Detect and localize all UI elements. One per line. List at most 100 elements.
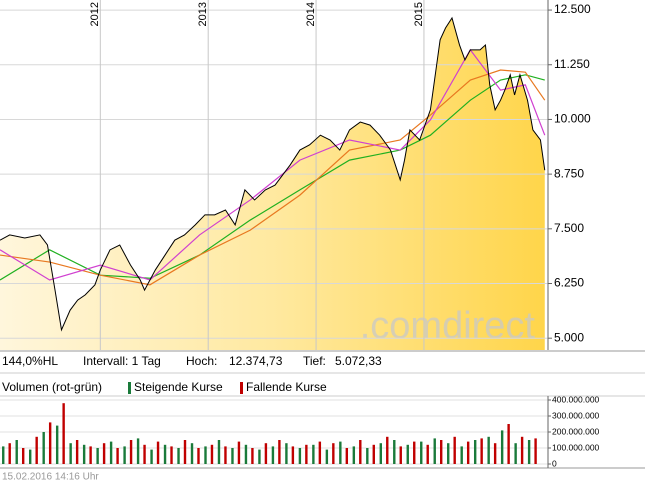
volume-bar <box>29 449 32 464</box>
volume-bar <box>298 448 302 464</box>
x-tick-label: 2012 <box>89 2 101 26</box>
volume-bar <box>386 436 389 464</box>
volume-bar <box>466 441 470 464</box>
x-tick-label: 2015 <box>413 2 425 26</box>
volume-bar <box>345 448 349 464</box>
volume-bar <box>447 443 450 464</box>
volume-title: Volumen (rot-grün) <box>2 380 102 394</box>
volume-bar <box>150 449 153 464</box>
volume-bar <box>224 446 227 464</box>
volume-bar <box>393 440 396 464</box>
volume-bar <box>8 443 11 464</box>
volume-bar <box>399 446 402 464</box>
info-text: Intervall: 1 Tag <box>83 354 161 368</box>
volume-bar <box>190 443 194 464</box>
volume-bar <box>116 448 119 464</box>
volume-bar <box>359 440 362 464</box>
x-tick-label: 2014 <box>305 2 317 26</box>
volume-bar <box>278 440 281 464</box>
y-tick-label: 11.250 <box>554 57 590 71</box>
volume-bar <box>352 446 356 464</box>
series-line <box>0 48 546 281</box>
volume-bar <box>48 422 52 464</box>
y-tick-label: 0 <box>552 458 557 468</box>
volume-bar <box>89 446 92 464</box>
volume-bar <box>55 425 59 464</box>
volume-bar <box>420 441 423 464</box>
volume-bar <box>69 443 72 464</box>
volume-bar <box>251 448 254 464</box>
volume-bar <box>123 446 126 464</box>
y-tick-label: 6.250 <box>554 276 584 290</box>
volume-bar <box>460 446 463 464</box>
y-tick-label: 5.000 <box>554 330 584 344</box>
y-tick-label: 200.000.000 <box>552 426 600 436</box>
y-tick-label: 10.000 <box>554 112 591 126</box>
legend-label: Fallende Kurse <box>246 380 327 394</box>
volume-bar <box>258 449 261 464</box>
volume-bar <box>305 444 308 464</box>
volume-bar <box>480 438 483 464</box>
volume-bar <box>325 449 329 464</box>
volume-bar <box>318 441 322 464</box>
timestamp: 15.02.2016 14:16 Uhr <box>2 472 99 483</box>
x-tick-label: 2013 <box>197 2 209 26</box>
series-line <box>0 16 546 332</box>
price-area <box>0 17 545 350</box>
info-text: Hoch: <box>186 354 217 368</box>
volume-bar <box>237 441 241 464</box>
volume-bar <box>163 444 167 464</box>
volume-bar <box>433 438 436 464</box>
volume-bar <box>285 443 288 464</box>
volume-bar <box>231 448 234 464</box>
volume-bar <box>291 446 295 464</box>
volume-bar <box>42 432 45 464</box>
legend-swatch <box>240 382 243 394</box>
legend-swatch <box>128 382 131 394</box>
volume-bar <box>312 444 315 464</box>
info-text: 144,0%HL <box>2 354 58 368</box>
info-text: 12.374,73 <box>229 354 283 368</box>
volume-bar <box>379 443 382 464</box>
watermark: .comdirect <box>360 305 536 347</box>
volume-bar <box>372 444 375 464</box>
volume-bar <box>183 440 187 464</box>
volume-bar <box>527 440 531 464</box>
legend-label: Steigende Kurse <box>134 380 223 394</box>
volume-bar <box>82 444 86 464</box>
volume-bar <box>440 440 443 464</box>
volume-bar <box>244 444 248 464</box>
volume-bar <box>21 448 25 464</box>
volume-bar <box>406 444 409 464</box>
y-tick-label: 400.000.000 <box>552 394 600 404</box>
volume-bar <box>271 446 275 464</box>
volume-bar <box>514 443 517 464</box>
volume-bar <box>426 444 429 464</box>
volume-bar <box>413 441 416 464</box>
volume-bar <box>15 440 18 464</box>
volume-bar <box>75 440 79 464</box>
volume-bar <box>366 448 369 464</box>
volume-bar <box>534 438 537 464</box>
volume-bar <box>102 443 106 464</box>
volume-bar <box>136 438 140 464</box>
volume-bar <box>217 440 221 464</box>
series-line <box>0 69 546 286</box>
volume-bar <box>62 403 65 464</box>
volume-bar <box>507 424 510 464</box>
volume-bar <box>332 443 335 464</box>
y-tick-label: 8.750 <box>554 166 584 180</box>
volume-bar <box>96 448 99 464</box>
volume-bar <box>473 440 477 464</box>
volume-bar <box>197 448 200 464</box>
volume-bar <box>2 446 5 464</box>
volume-bar <box>109 441 113 464</box>
y-tick-label: 7.500 <box>554 221 584 235</box>
volume-bar <box>156 441 160 464</box>
y-tick-label: 100.000.000 <box>552 442 600 452</box>
y-tick-label: 12.500 <box>554 2 591 16</box>
info-text: 5.072,33 <box>335 354 382 368</box>
volume-bar <box>487 436 490 464</box>
volume-bar <box>520 436 524 464</box>
